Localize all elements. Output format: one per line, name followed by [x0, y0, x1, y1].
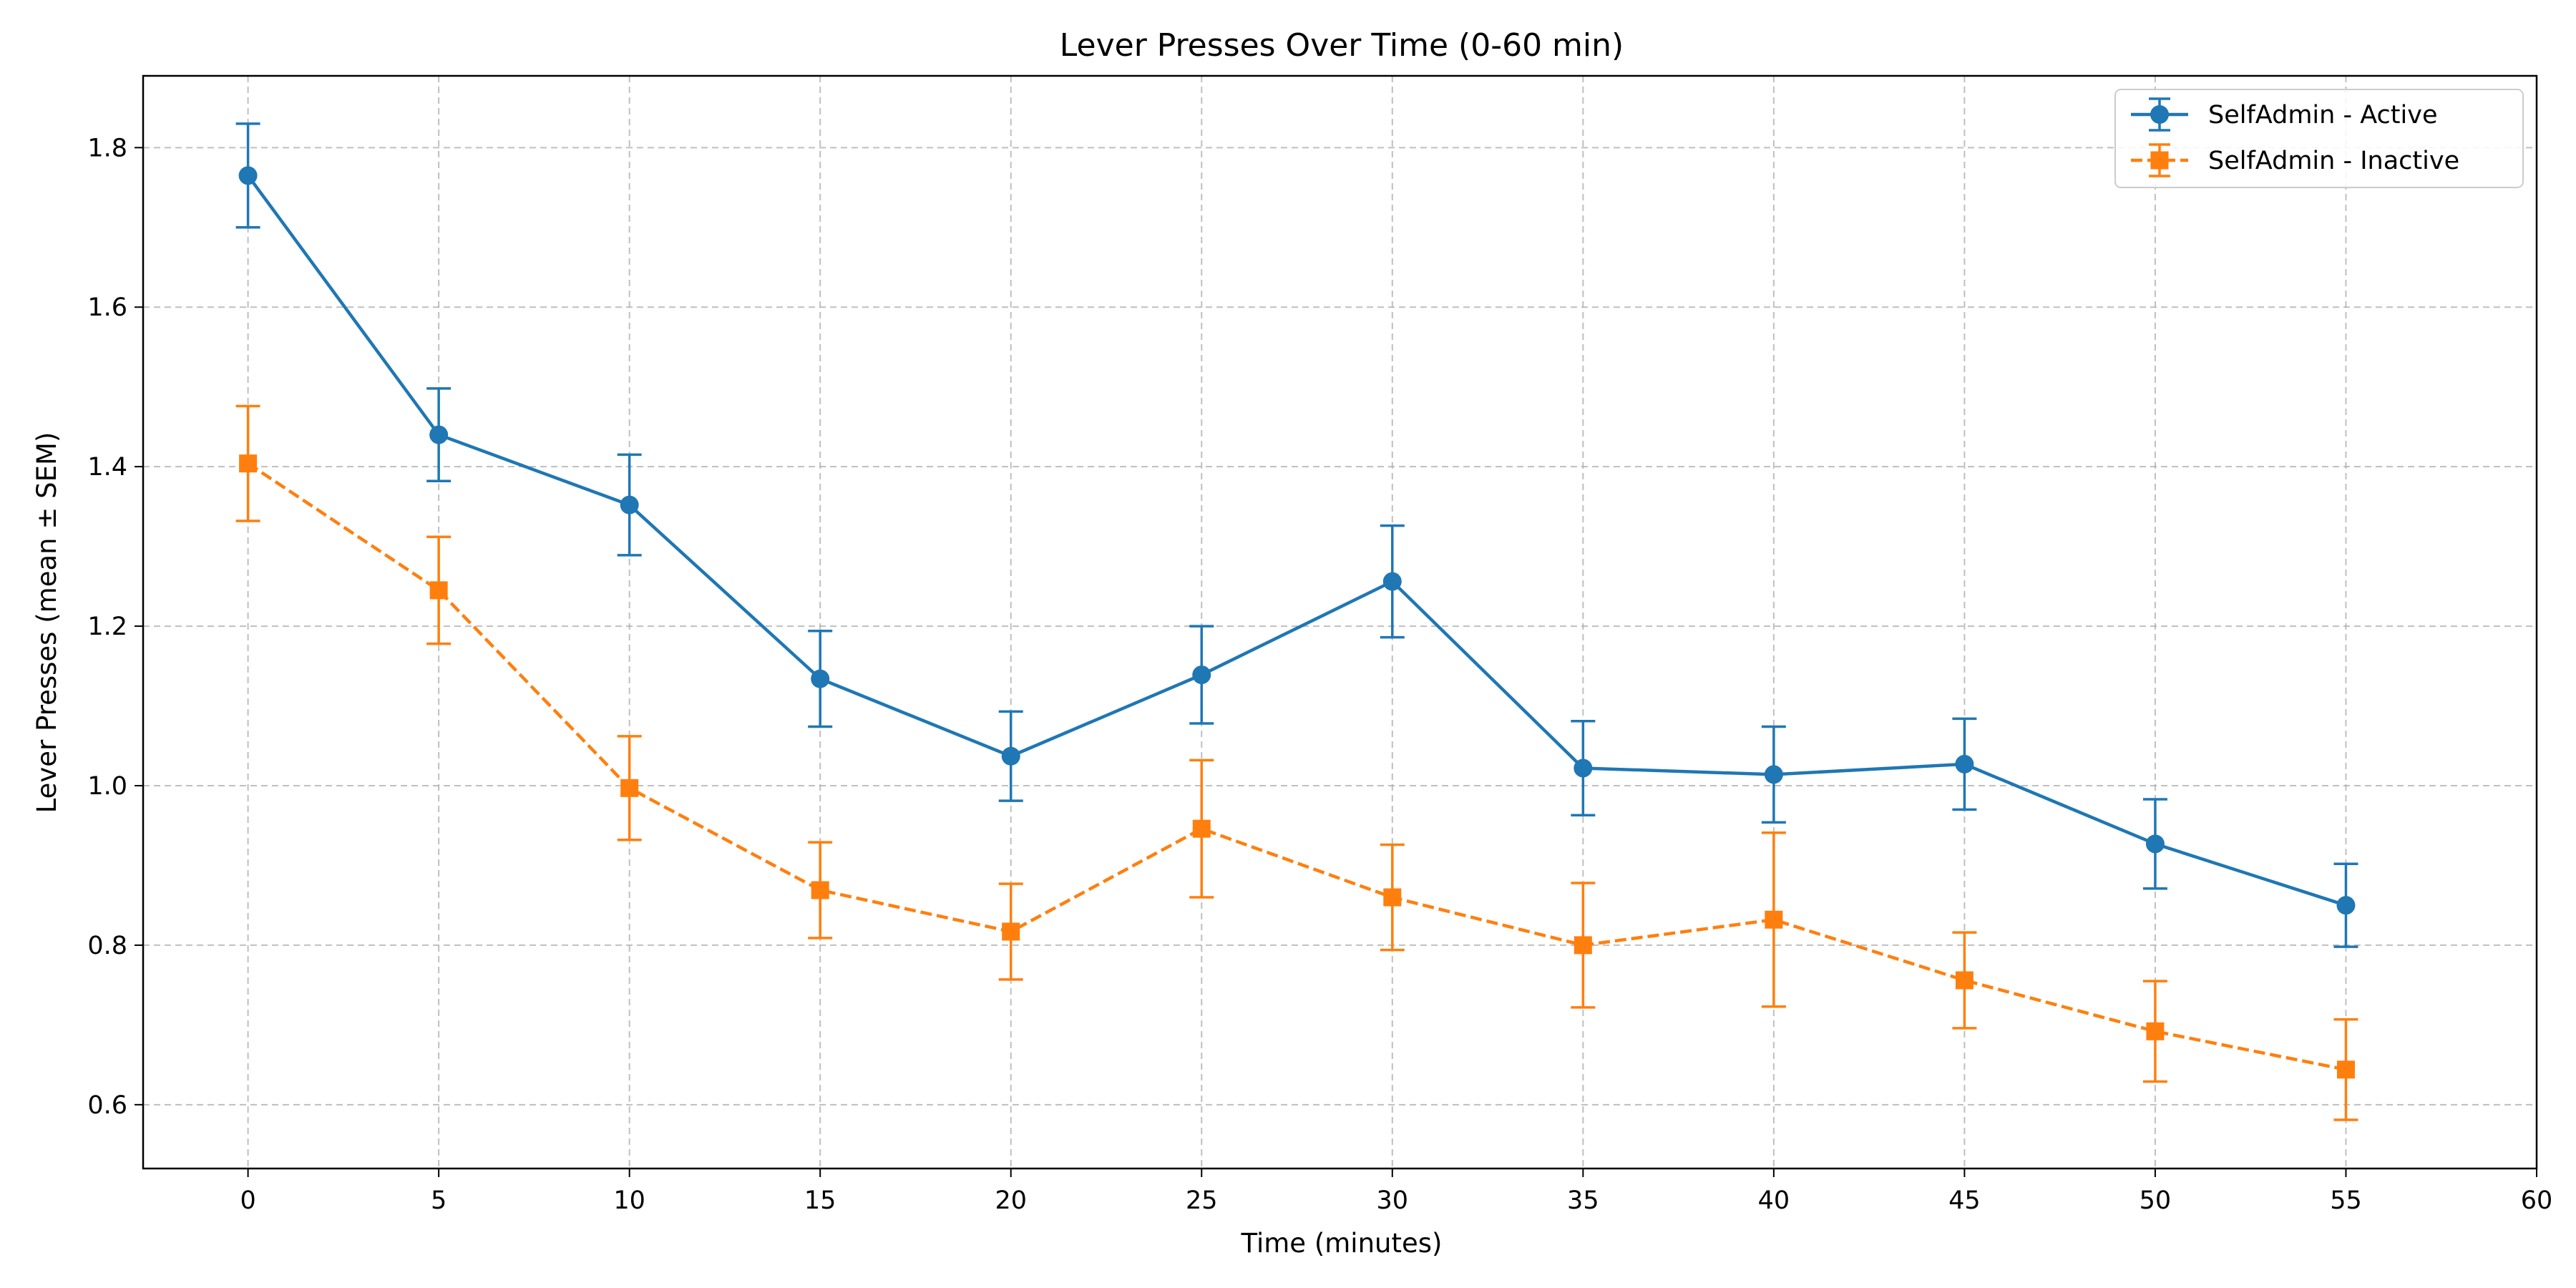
data-point [1955, 971, 1974, 990]
data-point [2336, 1060, 2355, 1079]
x-tick-label: 15 [804, 1186, 836, 1215]
x-tick-label: 10 [613, 1186, 645, 1215]
data-point [1574, 936, 1592, 955]
grid [143, 76, 2537, 1169]
y-tick-label: 1.8 [87, 134, 127, 162]
data-point [1192, 665, 1211, 685]
y-tick-label: 0.6 [87, 1091, 127, 1120]
series-line [246, 174, 2347, 907]
x-tick-label: 60 [2521, 1186, 2553, 1215]
series-group [235, 122, 2358, 1121]
data-point [1764, 765, 1783, 784]
legend-marker [2150, 151, 2169, 170]
plot-area-frame [142, 74, 2538, 1170]
x-tick-label: 25 [1186, 1186, 1218, 1215]
legend-label: SelfAdmin - Inactive [2208, 147, 2459, 175]
x-tick-label: 50 [2140, 1186, 2172, 1215]
data-point [2146, 1022, 2165, 1040]
data-point [1002, 922, 1020, 941]
data-point [1382, 572, 1402, 591]
y-tick-label: 1.6 [87, 293, 127, 322]
y-tick-label: 1.4 [87, 453, 127, 482]
data-point [620, 779, 639, 797]
data-point [811, 881, 829, 899]
x-axis-label: Time (minutes) [1241, 1228, 1443, 1259]
data-point [1955, 754, 1974, 774]
y-tick-label: 1.0 [87, 772, 127, 801]
axis-ticks: 0 5 10 15 20 25 30 35 40 45 50 55 60 0.6 0.8 1.0 1.2 1.4 1… [87, 134, 2552, 1215]
series-active [235, 122, 2358, 948]
y-tick-label: 0.8 [87, 932, 127, 960]
data-point [239, 454, 258, 473]
legend-label: SelfAdmin - Active [2208, 101, 2438, 130]
x-tick-label: 40 [1758, 1186, 1790, 1215]
data-point [238, 166, 258, 185]
data-point [2145, 834, 2165, 854]
legend-box [2114, 89, 2524, 188]
x-tick-label: 30 [1377, 1186, 1409, 1215]
x-tick-label: 0 [240, 1186, 255, 1215]
series-inactive [235, 404, 2358, 1121]
chart-title: Lever Presses Over Time (0-60 min) [1060, 27, 1624, 64]
data-point [811, 669, 830, 688]
x-tick-label: 5 [431, 1186, 447, 1215]
data-point [1001, 746, 1020, 766]
y-axis-label: Lever Presses (mean ± SEM) [31, 432, 62, 814]
data-point [1192, 819, 1211, 838]
x-tick-label: 35 [1567, 1186, 1599, 1215]
data-point [620, 495, 639, 514]
y-tick-label: 1.2 [87, 613, 127, 641]
x-tick-label: 20 [995, 1186, 1027, 1215]
legend: SelfAdmin - Active SelfAdmin - Inactive [2114, 89, 2524, 188]
data-point [2336, 896, 2356, 915]
data-point [1574, 758, 1593, 778]
legend-marker [2150, 105, 2169, 124]
data-point [1383, 888, 1402, 907]
data-point [429, 581, 448, 600]
x-tick-label: 55 [2330, 1186, 2362, 1215]
data-point [1765, 910, 1783, 929]
data-point [429, 425, 449, 444]
x-tick-label: 45 [1948, 1186, 1981, 1215]
